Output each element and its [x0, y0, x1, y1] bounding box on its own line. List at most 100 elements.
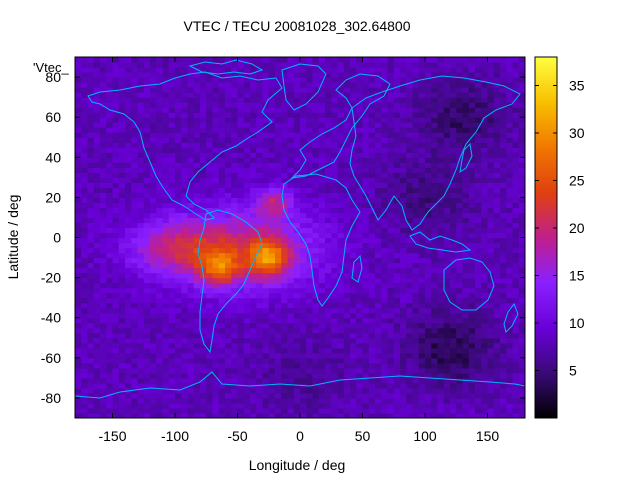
heatmap-cell — [118, 272, 126, 279]
heatmap-cell — [268, 112, 276, 118]
heatmap-cell — [137, 77, 145, 83]
heatmap-cell — [443, 262, 451, 269]
heatmap-cell — [106, 387, 114, 394]
heatmap-cell — [168, 337, 176, 344]
heatmap-cell — [487, 197, 495, 204]
heatmap-cell — [450, 392, 457, 399]
heatmap-cell — [268, 192, 276, 198]
heatmap-cell — [100, 357, 107, 364]
heatmap-cell — [356, 207, 364, 214]
heatmap-cell — [106, 202, 114, 209]
heatmap-cell — [131, 202, 139, 209]
heatmap-cell — [250, 292, 257, 299]
heatmap-cell — [437, 72, 445, 78]
heatmap-cell — [437, 102, 445, 108]
heatmap-cell — [143, 107, 151, 113]
heatmap-cell — [500, 307, 507, 314]
heatmap-cell — [206, 172, 214, 178]
heatmap-cell — [218, 297, 226, 304]
heatmap-cell — [306, 292, 314, 299]
heatmap-cell — [287, 87, 295, 93]
heatmap-cell — [350, 402, 357, 409]
heatmap-cell — [75, 152, 82, 158]
heatmap-cell — [300, 187, 307, 193]
heatmap-cell — [281, 262, 289, 269]
heatmap-cell — [143, 292, 151, 299]
heatmap-cell — [125, 152, 132, 158]
heatmap-cell — [425, 407, 432, 414]
heatmap-cell — [243, 217, 251, 224]
heatmap-cell — [93, 392, 101, 399]
heatmap-cell — [456, 407, 464, 414]
heatmap-cell — [425, 352, 432, 359]
heatmap-cell — [293, 252, 301, 259]
heatmap-cell — [306, 207, 314, 214]
heatmap-cell — [387, 107, 395, 113]
heatmap-cell — [387, 232, 395, 239]
heatmap-cell — [281, 167, 289, 173]
heatmap-cell — [356, 267, 364, 274]
heatmap-cell — [487, 67, 495, 73]
heatmap-cell — [456, 242, 464, 249]
heatmap-cell — [243, 192, 251, 198]
heatmap-cell — [293, 127, 301, 133]
heatmap-cell — [75, 142, 82, 148]
heatmap-cell — [468, 412, 476, 418]
heatmap-cell — [306, 297, 314, 304]
heatmap-cell — [193, 182, 201, 188]
heatmap-cell — [262, 242, 270, 249]
heatmap-cell — [312, 197, 320, 204]
heatmap-cell — [493, 87, 501, 93]
heatmap-cell — [81, 312, 89, 319]
heatmap-cell — [106, 112, 114, 118]
heatmap-cell — [100, 377, 107, 384]
heatmap-cell — [437, 252, 445, 259]
heatmap-cell — [131, 77, 139, 83]
heatmap-cell — [150, 87, 157, 93]
heatmap-cell — [212, 107, 220, 113]
heatmap-cell — [150, 272, 157, 279]
heatmap-cell — [318, 97, 326, 103]
heatmap-cell — [425, 307, 432, 314]
heatmap-cell — [125, 412, 132, 418]
heatmap-cell — [381, 222, 389, 229]
heatmap-cell — [206, 132, 214, 138]
heatmap-cell — [412, 277, 420, 284]
heatmap-cell — [456, 102, 464, 108]
heatmap-cell — [275, 307, 282, 314]
heatmap-cell — [487, 97, 495, 103]
heatmap-cell — [300, 407, 307, 414]
heatmap-cell — [450, 232, 457, 239]
heatmap-cell — [368, 62, 376, 68]
heatmap-cell — [306, 212, 314, 219]
heatmap-cell — [368, 122, 376, 128]
heatmap-cell — [212, 67, 220, 73]
heatmap-cell — [412, 172, 420, 178]
heatmap-cell — [275, 227, 282, 234]
heatmap-cell — [200, 142, 207, 148]
heatmap-cell — [87, 387, 95, 394]
heatmap-cell — [275, 97, 282, 103]
heatmap-cell — [237, 62, 245, 68]
heatmap-cell — [343, 252, 351, 259]
heatmap-cell — [300, 262, 307, 269]
heatmap-cell — [275, 272, 282, 279]
heatmap-cell — [406, 217, 414, 224]
heatmap-cell — [381, 337, 389, 344]
heatmap-cell — [87, 157, 95, 163]
heatmap-cell — [237, 182, 245, 188]
heatmap-cell — [200, 107, 207, 113]
heatmap-cell — [81, 397, 89, 404]
heatmap-cell — [475, 202, 482, 209]
heatmap-cell — [187, 137, 195, 143]
heatmap-cell — [400, 382, 407, 389]
heatmap-cell — [268, 107, 276, 113]
heatmap-cell — [237, 292, 245, 299]
heatmap-cell — [181, 342, 189, 349]
heatmap-cell — [456, 162, 464, 168]
heatmap-cell — [268, 157, 276, 163]
heatmap-cell — [487, 287, 495, 294]
heatmap-cell — [500, 67, 507, 73]
heatmap-cell — [125, 302, 132, 309]
heatmap-cell — [156, 107, 164, 113]
